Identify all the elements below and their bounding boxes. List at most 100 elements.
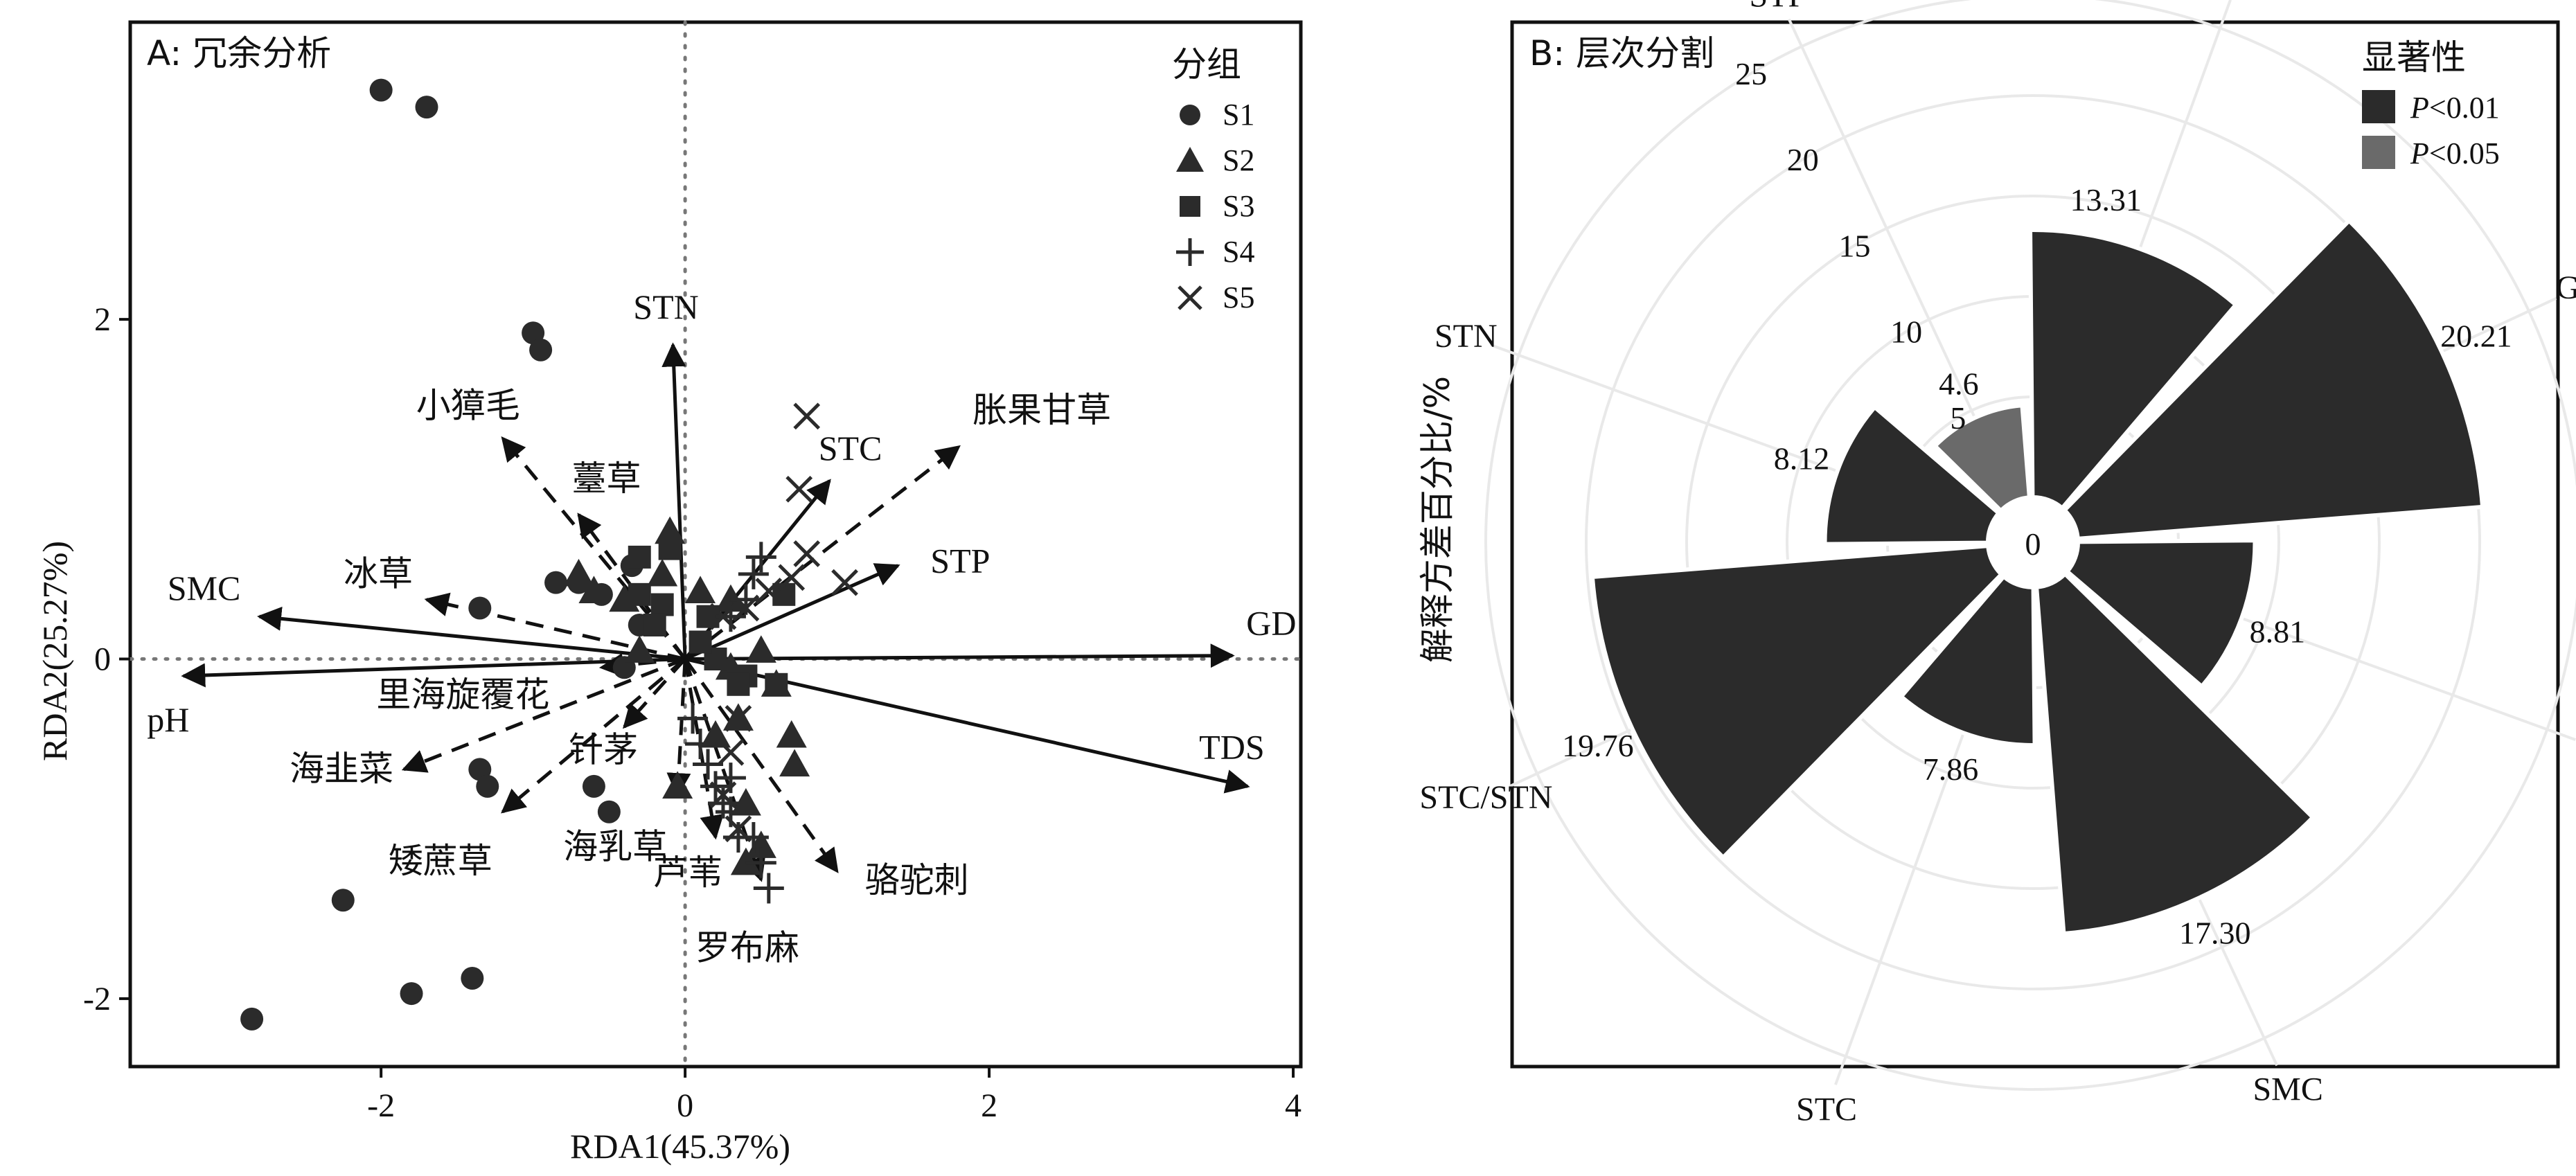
x-axis-title: RDA1(45.37%) [570,1127,790,1166]
legend-label: S5 [1223,280,1254,314]
point-s5 [717,739,745,766]
bar-gd [2061,217,2485,542]
point-s2 [730,787,761,816]
species-vector-label: 小獐毛 [416,386,520,426]
species-vector [684,445,961,661]
legend-marker-s3 [1180,196,1200,217]
species-vector-label: 胀果甘草 [972,390,1111,430]
point-s5 [709,781,737,809]
point-s4 [745,542,776,573]
panel-a-frame [128,20,1303,1069]
radial-grid-circle [1685,195,2381,890]
legend-label: S4 [1223,235,1254,269]
point-s2 [578,576,610,604]
env-vector-label: pH [147,700,189,739]
point-s3 [765,672,788,696]
legend-marker-s2 [1176,147,1204,172]
species-vector-label: 矮蔗草 [389,841,492,881]
env-vector-stc [684,479,831,661]
panel-b-plot: 0 5 10 15 20 25 13.31 20.21 8.81 17.30 7.86 19.76 8.… [1419,0,2576,1128]
point-s4 [715,601,746,632]
species-vector [684,658,839,873]
y-tick-label: -2 [83,981,111,1017]
value-label: 8.81 [2250,614,2306,649]
species-vector-label: 海韭菜 [290,749,393,789]
value-label: 13.31 [2070,182,2142,217]
point-s3 [628,582,651,606]
radial-grid-circle [1585,94,2481,990]
point-s4 [745,847,776,878]
point-s2 [655,516,686,544]
point-s1 [331,889,355,912]
panel-b-title: B: 层次分割 [1529,33,1714,73]
point-s2 [685,576,716,604]
bar-stp [1932,402,2032,514]
panel-b-y-axis-title: 解释方差百分比/% [1417,376,1457,663]
value-label: 19.76 [1562,728,1634,763]
radial-tick-label: 25 [1735,56,1767,91]
species-vector-label: 罗布麻 [695,927,799,968]
radial-grid-circle [1484,0,2576,1091]
radial-tick-label: 10 [1890,314,1922,350]
species-vector [622,657,686,729]
value-label: 8.12 [1774,440,1830,476]
bar-tds [2028,228,2239,511]
point-s3 [650,593,674,616]
x-tick-label: 2 [981,1087,997,1124]
env-vector-label: GD [1246,604,1296,643]
bar-ph [2064,538,2257,690]
panel-a-plot: -2 0 2 4 -2 0 2 STN STC STP GD TDS SMC pH 胀果甘草 小獐毛薹草冰草里… [83,20,1303,1124]
species-vector-label: 冰草 [344,554,413,594]
point-s5 [732,594,760,622]
category-label: SMC [2253,1071,2322,1108]
x-tick-label: 4 [1285,1087,1302,1124]
point-s5 [725,815,752,843]
legend-marker-s1 [1180,105,1200,125]
env-vector-label: TDS [1199,727,1264,766]
y-axis-title: RDA2(25.27%) [35,541,74,761]
y-tick-label: 2 [94,301,111,338]
panel-a-title: A: 冗余分析 [147,33,331,73]
point-s5 [831,569,858,596]
legend-marker-s4 [1176,238,1204,266]
point-s4 [738,558,769,589]
value-label: 7.86 [1923,751,1979,787]
species-vector [501,657,686,814]
x-tick-label: -2 [367,1087,395,1124]
species-vector-label: 针茅 [569,730,638,770]
species-vector-label: 海乳草 [563,827,667,867]
point-s1 [461,966,484,990]
point-s3 [643,613,666,636]
point-s3 [658,537,682,560]
bar-stn [1822,404,2002,546]
species-vector-label: 芦苇 [653,853,722,893]
species-vector-label: 骆驼刺 [865,860,969,900]
point-s4 [753,873,784,904]
point-s2 [647,558,678,587]
y-tick-label: 0 [94,641,111,678]
point-s1 [529,338,553,362]
env-vector-smc [257,606,686,661]
env-vector-label: STP [930,542,990,580]
value-label: 17.30 [2179,915,2251,950]
point-s1 [415,96,438,119]
point-s2 [662,771,693,799]
point-s5 [725,704,752,732]
point-s1 [582,774,605,798]
point-s5 [793,402,821,430]
env-vector-stp [684,563,900,661]
legend-marker-s5 [1178,285,1202,310]
species-vector [401,657,686,773]
species-vector [501,436,687,661]
point-s2 [779,749,810,777]
point-s3 [689,630,712,654]
radial-tick-label: 5 [1950,400,1966,436]
radial-tick-label: 20 [1787,142,1819,177]
legend-label: P<0.05 [2410,136,2500,170]
point-s3 [727,672,750,696]
legend-title: 分组 [1172,44,1241,84]
bar-stc [1898,573,2037,747]
point-s2 [563,558,594,587]
point-s1 [544,571,568,594]
